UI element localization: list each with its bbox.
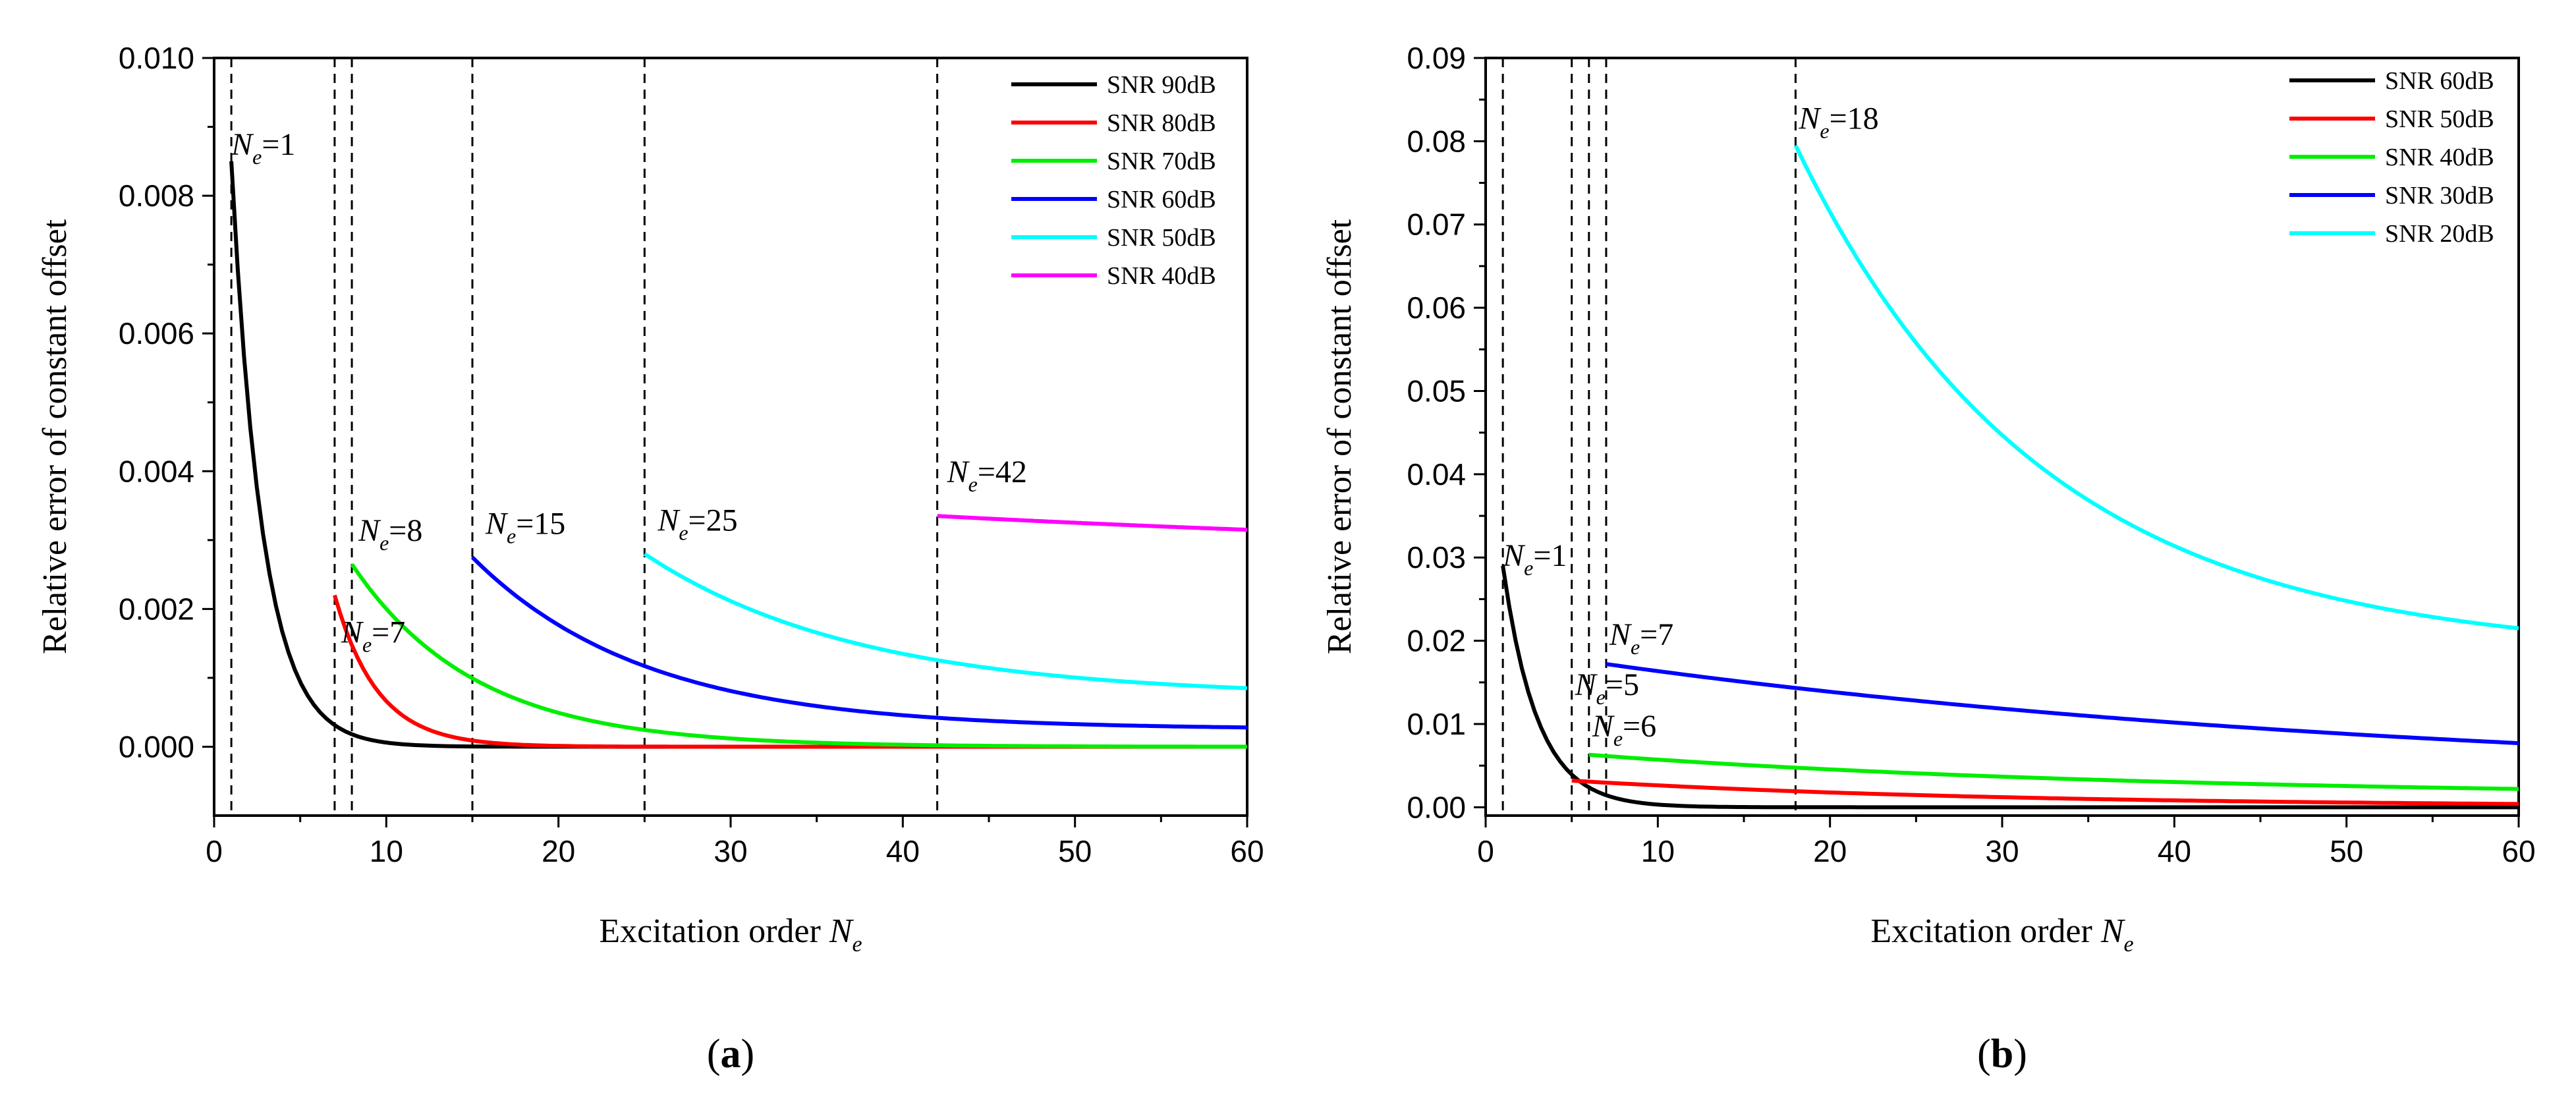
panel-a: 0 10 20 30 40 50 60 0.000 0.002 0.004 0.006 0.008 0.… [36,41,1264,1076]
y-tick-label: 0.03 [1407,540,1466,574]
x-tick-label: 60 [1230,834,1264,868]
y-tick-label: 0.008 [119,179,194,213]
x-tick-label: 0 [1477,834,1494,868]
panel-b: 0 10 20 30 40 50 60 0.00 0.01 0.02 0.03 0.04 0.05 0.0… [1321,41,2536,1076]
series-line [1793,144,2519,630]
ne-annotation: Ne=7 [341,615,405,656]
x-tick-label: 40 [2158,834,2191,868]
series-line [470,555,1248,730]
panel-label: (b) [1977,1032,2027,1076]
x-tick-label: 10 [370,834,403,868]
ne-annotation: Ne=18 [1798,101,1878,142]
y-axis-title: Relative error of constant offset [1321,219,1358,654]
legend-label: SNR 60dB [1107,186,1216,213]
y-tick-label: 0.006 [119,316,194,350]
x-tick-label: 10 [1641,834,1675,868]
y-tick-label: 0.04 [1407,457,1466,491]
ne-annotation: Ne=7 [1609,617,1673,659]
series-line [937,514,1248,532]
panel-label: (a) [707,1032,754,1076]
ne-annotation: Ne=15 [485,507,565,548]
ne-annotation: Ne=8 [358,513,422,555]
x-tick-label: 30 [1985,834,2019,868]
series-line [1501,565,2519,810]
legend-label: SNR 40dB [2385,144,2494,171]
legend-label: SNR 80dB [1107,109,1216,137]
ne-annotation: Ne=6 [1592,709,1656,750]
y-tick-label: 0.02 [1407,624,1466,658]
legend-label: SNR 50dB [1107,224,1216,252]
y-axis-title: Relative error of constant offset [36,219,74,654]
ne-annotation: Ne=25 [657,503,737,544]
y-tick-label: 0.08 [1407,124,1466,158]
x-tick-label: 60 [2502,834,2535,868]
series-line [1606,662,2519,746]
x-axis-title: Excitation order Ne [1870,912,2133,957]
ne-annotation: Ne=42 [947,455,1027,496]
legend-label: SNR 60dB [2385,67,2494,95]
y-tick-label: 0.07 [1407,208,1466,242]
legend-label: SNR 50dB [2385,105,2494,133]
series-line [643,552,1248,690]
y-tick-label: 0.00 [1407,790,1466,824]
ne-annotation: Ne=1 [1502,538,1567,580]
y-tick-label: 0.01 [1407,707,1466,741]
legend-label: SNR 20dB [2385,220,2494,248]
y-tick-label: 0.000 [119,729,194,764]
series-line [350,563,1248,749]
plot-frame [213,57,1248,817]
x-tick-label: 40 [886,834,920,868]
series-line [1571,778,2519,806]
ne-annotation: Ne=1 [231,127,295,169]
y-tick-label: 0.002 [119,592,194,626]
legend-label: SNR 70dB [1107,148,1216,175]
legend-label: SNR 90dB [1107,71,1216,99]
y-tick-label: 0.004 [119,454,194,488]
legend-label: SNR 40dB [1107,262,1216,290]
y-tick-label: 0.09 [1407,41,1466,75]
x-tick-label: 50 [2330,834,2363,868]
legend-label: SNR 30dB [2385,182,2494,209]
series-line [1588,752,2519,791]
x-axis-title: Excitation order Ne [599,912,862,957]
series-line [229,161,1247,749]
ne-annotation: Ne=5 [1575,667,1639,709]
x-tick-label: 30 [714,834,747,868]
x-tick-label: 0 [206,834,223,868]
y-tick-label: 0.010 [119,41,194,75]
x-tick-label: 20 [1813,834,1847,868]
x-tick-label: 20 [542,834,575,868]
x-tick-label: 50 [1058,834,1092,868]
y-tick-label: 0.05 [1407,374,1466,408]
y-tick-label: 0.06 [1407,291,1466,325]
